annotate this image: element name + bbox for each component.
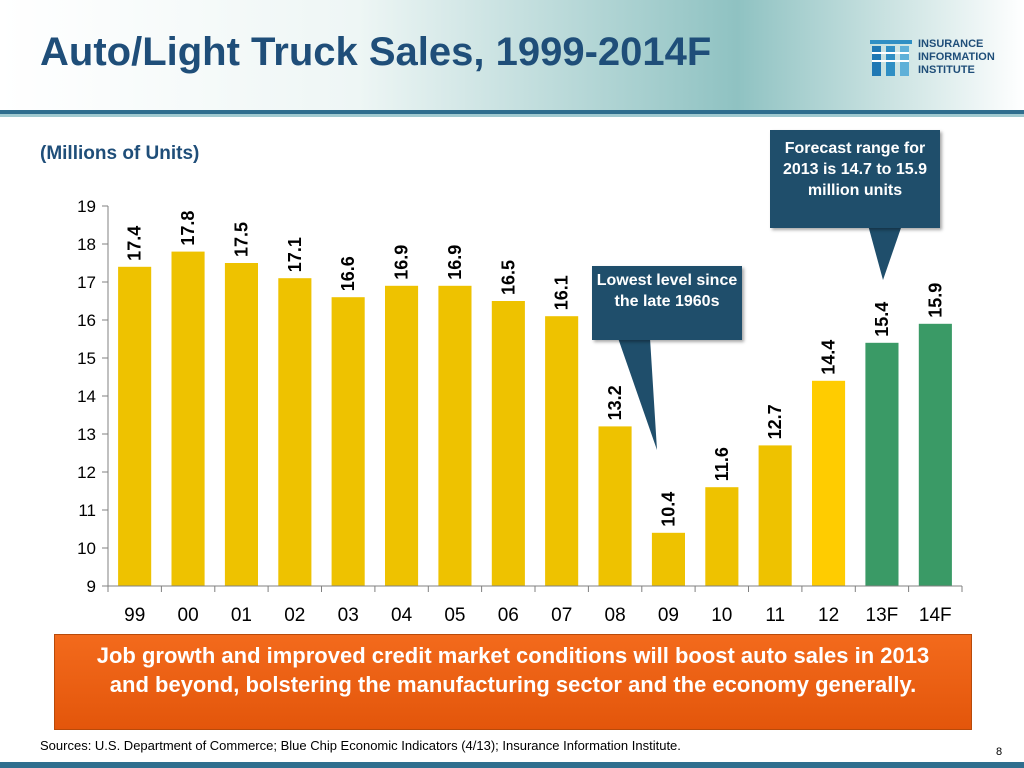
x-tick-label-10: 10 xyxy=(711,605,732,626)
bar-05 xyxy=(438,285,472,586)
lowest-callout-pointer xyxy=(618,338,657,450)
data-label-99: 17.4 xyxy=(125,226,145,261)
data-label-14F: 15.9 xyxy=(925,283,945,318)
bar-04 xyxy=(385,285,419,586)
bar-00 xyxy=(171,251,205,586)
chart-subtitle: (Millions of Units) xyxy=(40,143,200,164)
y-tick-label-9: 9 xyxy=(87,577,96,596)
bar-10 xyxy=(705,487,739,586)
x-tick-label-99: 99 xyxy=(124,605,145,626)
data-label-04: 16.9 xyxy=(392,245,412,280)
iii-logo: INSURANCE INFORMATION INSTITUTE xyxy=(868,36,1018,82)
x-tick-label-13F: 13F xyxy=(866,605,899,626)
data-label-08: 13.2 xyxy=(605,385,625,420)
y-tick-label-15: 15 xyxy=(77,349,96,368)
y-tick-label-18: 18 xyxy=(77,235,96,254)
bar-02 xyxy=(278,278,312,586)
y-tick-label-17: 17 xyxy=(77,273,96,292)
data-label-09: 10.4 xyxy=(658,492,678,527)
x-tick-label-04: 04 xyxy=(391,605,413,626)
x-tick-label-05: 05 xyxy=(444,605,465,626)
bar-11 xyxy=(758,445,792,586)
data-label-01: 17.5 xyxy=(231,222,251,257)
data-label-11: 12.7 xyxy=(765,404,785,439)
iii-logo-icon xyxy=(870,40,912,76)
bar-12 xyxy=(812,380,846,586)
bar-13F xyxy=(865,342,899,586)
logo-line-2: INFORMATION xyxy=(918,51,995,63)
bar-99 xyxy=(118,266,152,586)
bar-09 xyxy=(651,532,685,586)
data-label-02: 17.1 xyxy=(285,237,305,272)
x-tick-label-03: 03 xyxy=(338,605,359,626)
data-label-07: 16.1 xyxy=(552,275,572,310)
logo-line-3: INSTITUTE xyxy=(918,64,975,76)
bar-14F xyxy=(918,323,952,586)
x-tick-label-06: 06 xyxy=(498,605,519,626)
x-tick-label-12: 12 xyxy=(818,605,839,626)
y-tick-label-19: 19 xyxy=(77,197,96,216)
x-tick-label-01: 01 xyxy=(231,605,252,626)
sources-note: Sources: U.S. Department of Commerce; Bl… xyxy=(40,738,681,753)
x-tick-label-02: 02 xyxy=(284,605,305,626)
header-band xyxy=(0,0,1024,110)
bar-01 xyxy=(224,263,258,586)
data-label-12: 14.4 xyxy=(819,340,839,375)
forecast-callout: Forecast range for 2013 is 14.7 to 15.9 … xyxy=(770,130,940,228)
x-tick-label-00: 00 xyxy=(178,605,199,626)
data-label-13F: 15.4 xyxy=(872,302,892,337)
x-tick-label-07: 07 xyxy=(551,605,572,626)
y-tick-label-12: 12 xyxy=(77,463,96,482)
slide-title: Auto/Light Truck Sales, 1999-2014F xyxy=(40,30,712,74)
y-tick-label-16: 16 xyxy=(77,311,96,330)
forecast-callout-pointer xyxy=(868,225,902,280)
lowest-level-callout: Lowest level since the late 1960s xyxy=(592,266,742,340)
data-label-03: 16.6 xyxy=(338,256,358,291)
x-tick-label-11: 11 xyxy=(765,605,785,626)
summary-banner: Job growth and improved credit market co… xyxy=(54,634,972,730)
x-tick-label-08: 08 xyxy=(605,605,626,626)
footer-bar xyxy=(0,762,1024,768)
data-label-05: 16.9 xyxy=(445,245,465,280)
bar-03 xyxy=(331,297,365,586)
data-label-06: 16.5 xyxy=(498,260,518,295)
bar-06 xyxy=(491,301,525,586)
page-number: 8 xyxy=(996,746,1003,758)
header-rule xyxy=(0,110,1024,114)
bar-07 xyxy=(545,316,579,586)
y-tick-label-13: 13 xyxy=(77,425,96,444)
logo-line-1: INSURANCE xyxy=(918,38,984,50)
bar-08 xyxy=(598,426,632,586)
header-rule-accent xyxy=(0,114,1024,117)
y-tick-label-10: 10 xyxy=(77,539,96,558)
x-tick-label-14F: 14F xyxy=(919,605,952,626)
data-label-00: 17.8 xyxy=(178,211,198,246)
y-tick-label-14: 14 xyxy=(77,387,96,406)
data-label-10: 11.6 xyxy=(712,447,732,481)
x-tick-label-09: 09 xyxy=(658,605,679,626)
y-tick-label-11: 11 xyxy=(78,501,96,520)
